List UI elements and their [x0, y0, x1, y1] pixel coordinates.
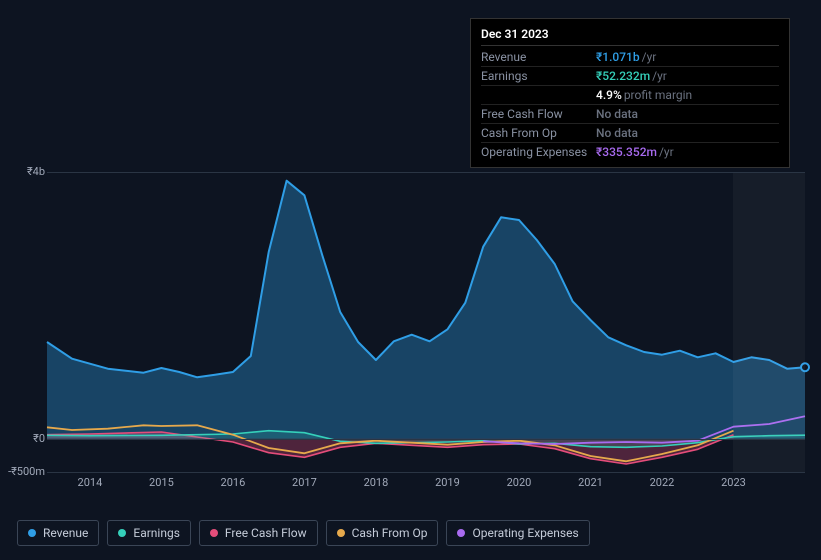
legend-item-earnings[interactable]: Earnings — [107, 520, 191, 546]
legend-label: Revenue — [43, 526, 88, 540]
legend-label: Earnings — [133, 526, 180, 540]
tooltip-row-label: Free Cash Flow — [481, 107, 596, 121]
financials-chart: ₹4b₹0-₹500m20142015201620172018201920202… — [17, 158, 805, 498]
legend-label: Cash From Op — [352, 526, 428, 540]
chart-plot-area[interactable] — [47, 172, 805, 472]
chart-legend: Revenue Earnings Free Cash Flow Cash From O… — [17, 520, 590, 546]
legend-swatch — [457, 529, 465, 537]
series-area-revenue — [47, 181, 805, 439]
legend-swatch — [337, 529, 345, 537]
x-axis-label: 2018 — [364, 476, 389, 489]
tooltip-row: Free Cash FlowNo data — [481, 105, 779, 124]
x-axis-label: 2014 — [78, 476, 103, 489]
gridline — [47, 472, 805, 473]
x-axis-label: 2021 — [578, 476, 603, 489]
tooltip-row-value: ₹52.232m — [596, 69, 650, 83]
tooltip-row-value: ₹1.071b — [596, 50, 640, 64]
tooltip-row-label: Cash From Op — [481, 126, 596, 140]
x-axis-label: 2016 — [221, 476, 246, 489]
x-axis-label: 2015 — [149, 476, 174, 489]
x-axis-label: 2017 — [292, 476, 317, 489]
y-axis-label: ₹0 — [33, 432, 45, 445]
legend-label: Free Cash Flow — [225, 526, 307, 540]
gridline — [47, 439, 805, 440]
tooltip-row: Cash From OpNo data — [481, 124, 779, 143]
tooltip-row: Revenue₹1.071b /yr — [481, 48, 779, 67]
legend-swatch — [118, 529, 126, 537]
y-axis-label: -₹500m — [8, 465, 45, 478]
tooltip-row-value: No data — [596, 107, 638, 121]
tooltip-subrow: 4.9% profit margin — [481, 86, 779, 105]
legend-item-operating_expenses[interactable]: Operating Expenses — [446, 520, 589, 546]
tooltip-row-label: Earnings — [481, 69, 596, 83]
tooltip-sub-value: 4.9% — [596, 88, 622, 102]
tooltip-row: Earnings₹52.232m /yr — [481, 67, 779, 86]
tooltip-row-value: No data — [596, 126, 638, 140]
legend-item-free_cash_flow[interactable]: Free Cash Flow — [199, 520, 318, 546]
tooltip-row-label: Operating Expenses — [481, 145, 596, 159]
x-axis-label: 2019 — [435, 476, 460, 489]
tooltip-date: Dec 31 2023 — [481, 25, 779, 46]
chart-tooltip: Dec 31 2023 Revenue₹1.071b /yrEarnings₹5… — [470, 18, 790, 168]
chart-svg — [47, 172, 805, 472]
tooltip-row-suffix: /yr — [642, 50, 657, 64]
tooltip-row-suffix: /yr — [659, 145, 674, 159]
legend-swatch — [28, 529, 36, 537]
tooltip-row-label: Revenue — [481, 50, 596, 64]
x-axis-label: 2020 — [507, 476, 532, 489]
x-axis-label: 2023 — [721, 476, 746, 489]
y-axis-label: ₹4b — [27, 165, 45, 178]
tooltip-sub-label: profit margin — [624, 88, 692, 102]
tooltip-row-value: ₹335.352m — [596, 145, 657, 159]
legend-label: Operating Expenses — [472, 526, 578, 540]
legend-swatch — [210, 529, 218, 537]
legend-item-cash_from_op[interactable]: Cash From Op — [326, 520, 439, 546]
legend-item-revenue[interactable]: Revenue — [17, 520, 99, 546]
x-axis-label: 2022 — [650, 476, 675, 489]
tooltip-row-suffix: /yr — [652, 69, 667, 83]
chart-highlight-band — [733, 172, 805, 472]
gridline — [47, 172, 805, 173]
